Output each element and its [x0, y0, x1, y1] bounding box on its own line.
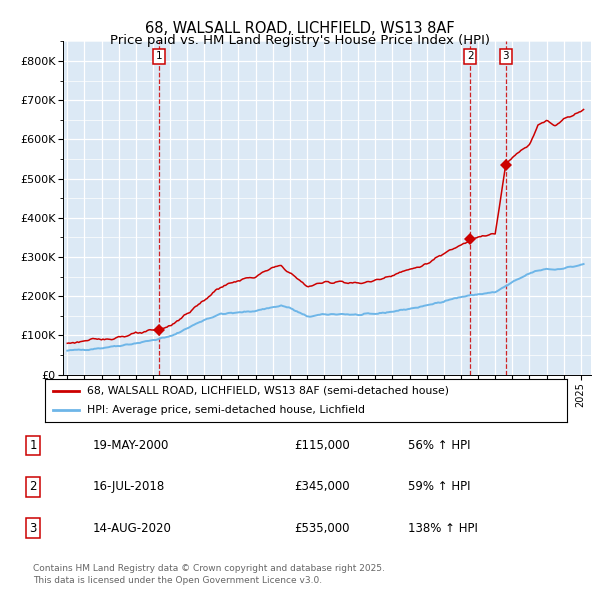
Text: 59% ↑ HPI: 59% ↑ HPI [408, 480, 470, 493]
Text: Price paid vs. HM Land Registry's House Price Index (HPI): Price paid vs. HM Land Registry's House … [110, 34, 490, 47]
Text: 16-JUL-2018: 16-JUL-2018 [93, 480, 165, 493]
Text: £345,000: £345,000 [294, 480, 350, 493]
Text: 14-AUG-2020: 14-AUG-2020 [93, 522, 172, 535]
Text: 3: 3 [502, 51, 509, 61]
Text: 1: 1 [29, 439, 37, 452]
Text: £115,000: £115,000 [294, 439, 350, 452]
Text: 3: 3 [29, 522, 37, 535]
Text: 68, WALSALL ROAD, LICHFIELD, WS13 8AF (semi-detached house): 68, WALSALL ROAD, LICHFIELD, WS13 8AF (s… [87, 386, 449, 396]
Text: 68, WALSALL ROAD, LICHFIELD, WS13 8AF: 68, WALSALL ROAD, LICHFIELD, WS13 8AF [145, 21, 455, 35]
Text: Contains HM Land Registry data © Crown copyright and database right 2025.
This d: Contains HM Land Registry data © Crown c… [33, 565, 385, 585]
Text: 2: 2 [29, 480, 37, 493]
Text: 1: 1 [156, 51, 163, 61]
Text: 19-MAY-2000: 19-MAY-2000 [93, 439, 169, 452]
Text: 56% ↑ HPI: 56% ↑ HPI [408, 439, 470, 452]
Text: 138% ↑ HPI: 138% ↑ HPI [408, 522, 478, 535]
Text: HPI: Average price, semi-detached house, Lichfield: HPI: Average price, semi-detached house,… [87, 405, 365, 415]
Text: 2: 2 [467, 51, 473, 61]
Text: £535,000: £535,000 [294, 522, 349, 535]
